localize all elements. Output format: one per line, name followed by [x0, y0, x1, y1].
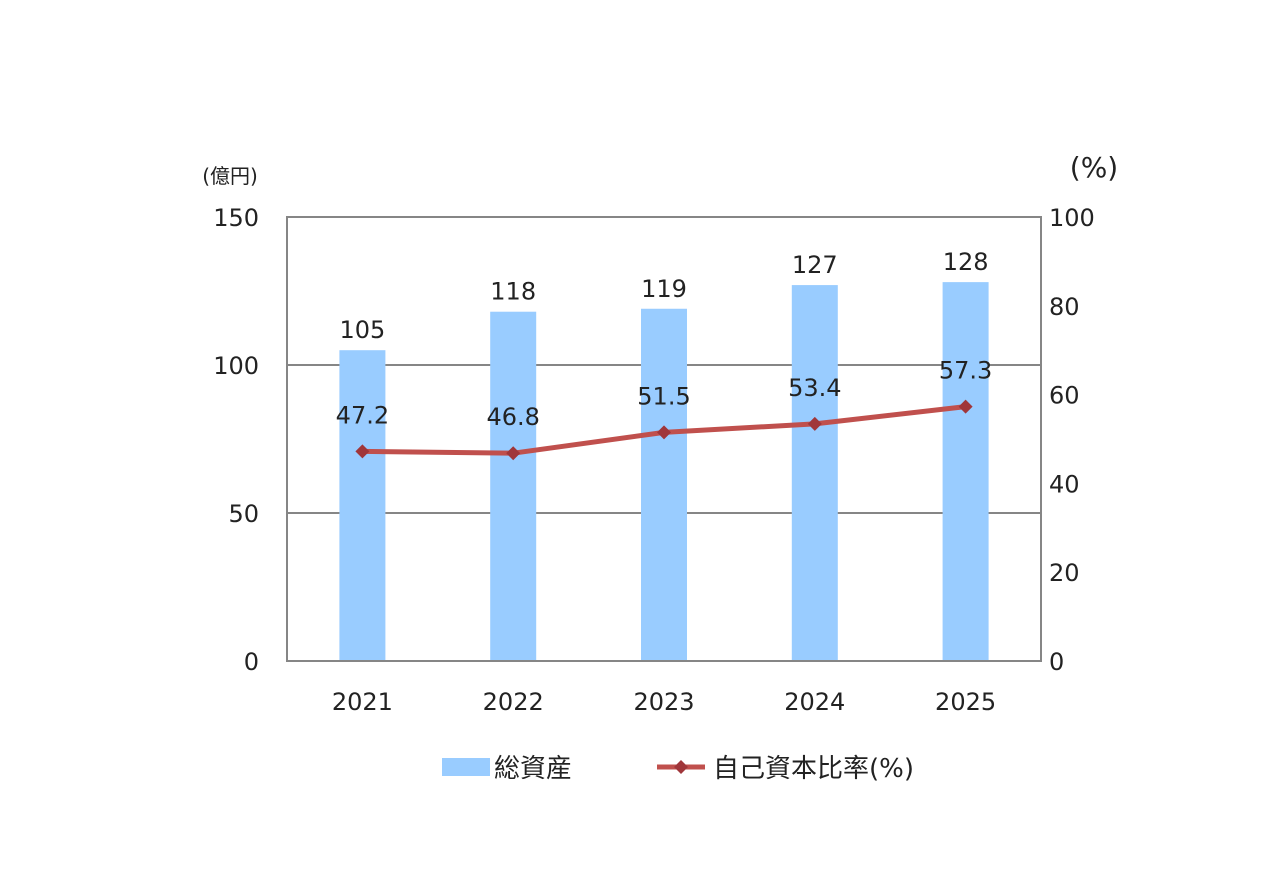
line-marker — [807, 416, 822, 431]
left-axis-tick: 100 — [213, 352, 259, 380]
plot-area-frame — [286, 216, 1042, 662]
axes: (億円) (%) 0 50 100 150 0 20 40 60 80 100 2021 2022 20… — [202, 151, 1118, 716]
line-value-label: 46.8 — [486, 403, 539, 431]
bar — [339, 350, 386, 661]
left-axis-unit: (億円) — [202, 164, 258, 188]
line-marker — [506, 446, 521, 461]
data-labels: 105 118 119 127 128 47.2 46.8 51.5 53.4 57.3 — [336, 248, 993, 431]
bar — [791, 285, 838, 661]
bar-value-label: 128 — [943, 248, 989, 276]
x-axis-tick: 2024 — [784, 688, 845, 716]
line-marker — [657, 425, 671, 440]
right-axis-tick: 0 — [1049, 648, 1064, 676]
legend-swatch-total-assets — [442, 758, 490, 776]
line-marker — [355, 444, 370, 459]
line-marker — [958, 399, 973, 414]
x-axis-tick: 2025 — [935, 688, 996, 716]
legend: 総資産 自己資本比率(%) — [442, 754, 914, 784]
bar-value-label: 105 — [339, 316, 385, 344]
line-value-label: 51.5 — [637, 382, 690, 410]
bar-value-label: 127 — [792, 251, 838, 279]
x-axis-tick: 2023 — [633, 688, 694, 716]
bar-series — [339, 282, 989, 661]
line-value-label: 57.3 — [939, 357, 992, 385]
bar — [641, 308, 687, 661]
line-value-label: 53.4 — [788, 374, 841, 402]
right-axis-tick: 60 — [1049, 382, 1080, 410]
left-axis-tick: 50 — [228, 500, 259, 528]
right-axis-tick: 100 — [1049, 204, 1095, 232]
right-axis-tick: 80 — [1049, 293, 1080, 321]
line-series — [355, 399, 973, 461]
x-axis-tick: 2022 — [483, 688, 544, 716]
legend-marker-equity-ratio — [674, 760, 688, 774]
left-axis-tick: 150 — [213, 204, 259, 232]
line-value-label: 47.2 — [336, 401, 389, 429]
x-axis-tick: 2021 — [332, 688, 393, 716]
right-axis-tick: 20 — [1049, 559, 1080, 587]
bar — [490, 311, 537, 661]
legend-label-total-assets: 総資産 — [494, 754, 572, 784]
bar-value-label: 119 — [641, 275, 687, 303]
left-axis-tick: 0 — [244, 648, 259, 676]
right-axis-tick: 40 — [1049, 470, 1080, 498]
bar-value-label: 118 — [490, 278, 536, 306]
right-axis-unit: (%) — [1070, 151, 1118, 184]
bar — [942, 282, 989, 661]
legend-label-equity-ratio: 自己資本比率(%) — [713, 754, 914, 784]
